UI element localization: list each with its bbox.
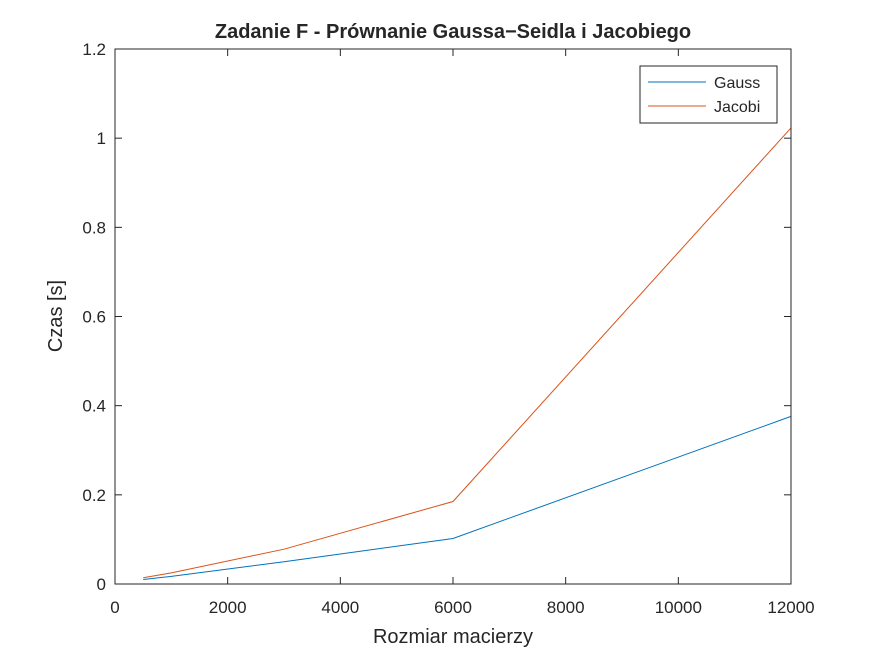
- plot-frame: [114, 48, 792, 585]
- series-line-jacobi: [143, 127, 792, 579]
- x-axis-label: Rozmiar macierzy: [373, 626, 533, 648]
- chart-title: Zadanie F - Prównanie Gaussa−Seidla i Ja…: [215, 21, 691, 43]
- x-tick-label: 10000: [655, 598, 702, 617]
- y-tick-label: 1.2: [82, 40, 106, 59]
- x-tick-label: 12000: [767, 598, 814, 617]
- y-tick-label: 1: [97, 129, 106, 148]
- legend-label: Jacobi: [714, 99, 760, 116]
- legend: Gauss Jacobi: [639, 65, 778, 124]
- x-tick-label: 8000: [547, 598, 585, 617]
- x-tick-label: 6000: [434, 598, 472, 617]
- ticks: 0 2000 4000 6000 8000 10000 12000 0 0.2 0.4 0.6 0.8…: [82, 40, 814, 617]
- y-tick-label: 0: [97, 575, 106, 594]
- x-tick-label: 0: [110, 598, 119, 617]
- legend-label: Gauss: [714, 75, 760, 92]
- series-line-gauss: [143, 415, 792, 580]
- plot-area: [115, 49, 791, 584]
- x-tick-label: 2000: [209, 598, 247, 617]
- y-tick-label: 0.8: [82, 218, 106, 237]
- y-tick-label: 0.2: [82, 486, 106, 505]
- y-tick-label: 0.4: [82, 397, 106, 416]
- y-tick-label: 0.6: [82, 308, 106, 327]
- y-axis-label: Czas [s]: [45, 280, 67, 352]
- x-tick-label: 4000: [321, 598, 359, 617]
- legend-box: [639, 65, 778, 124]
- series-lines: [143, 127, 792, 580]
